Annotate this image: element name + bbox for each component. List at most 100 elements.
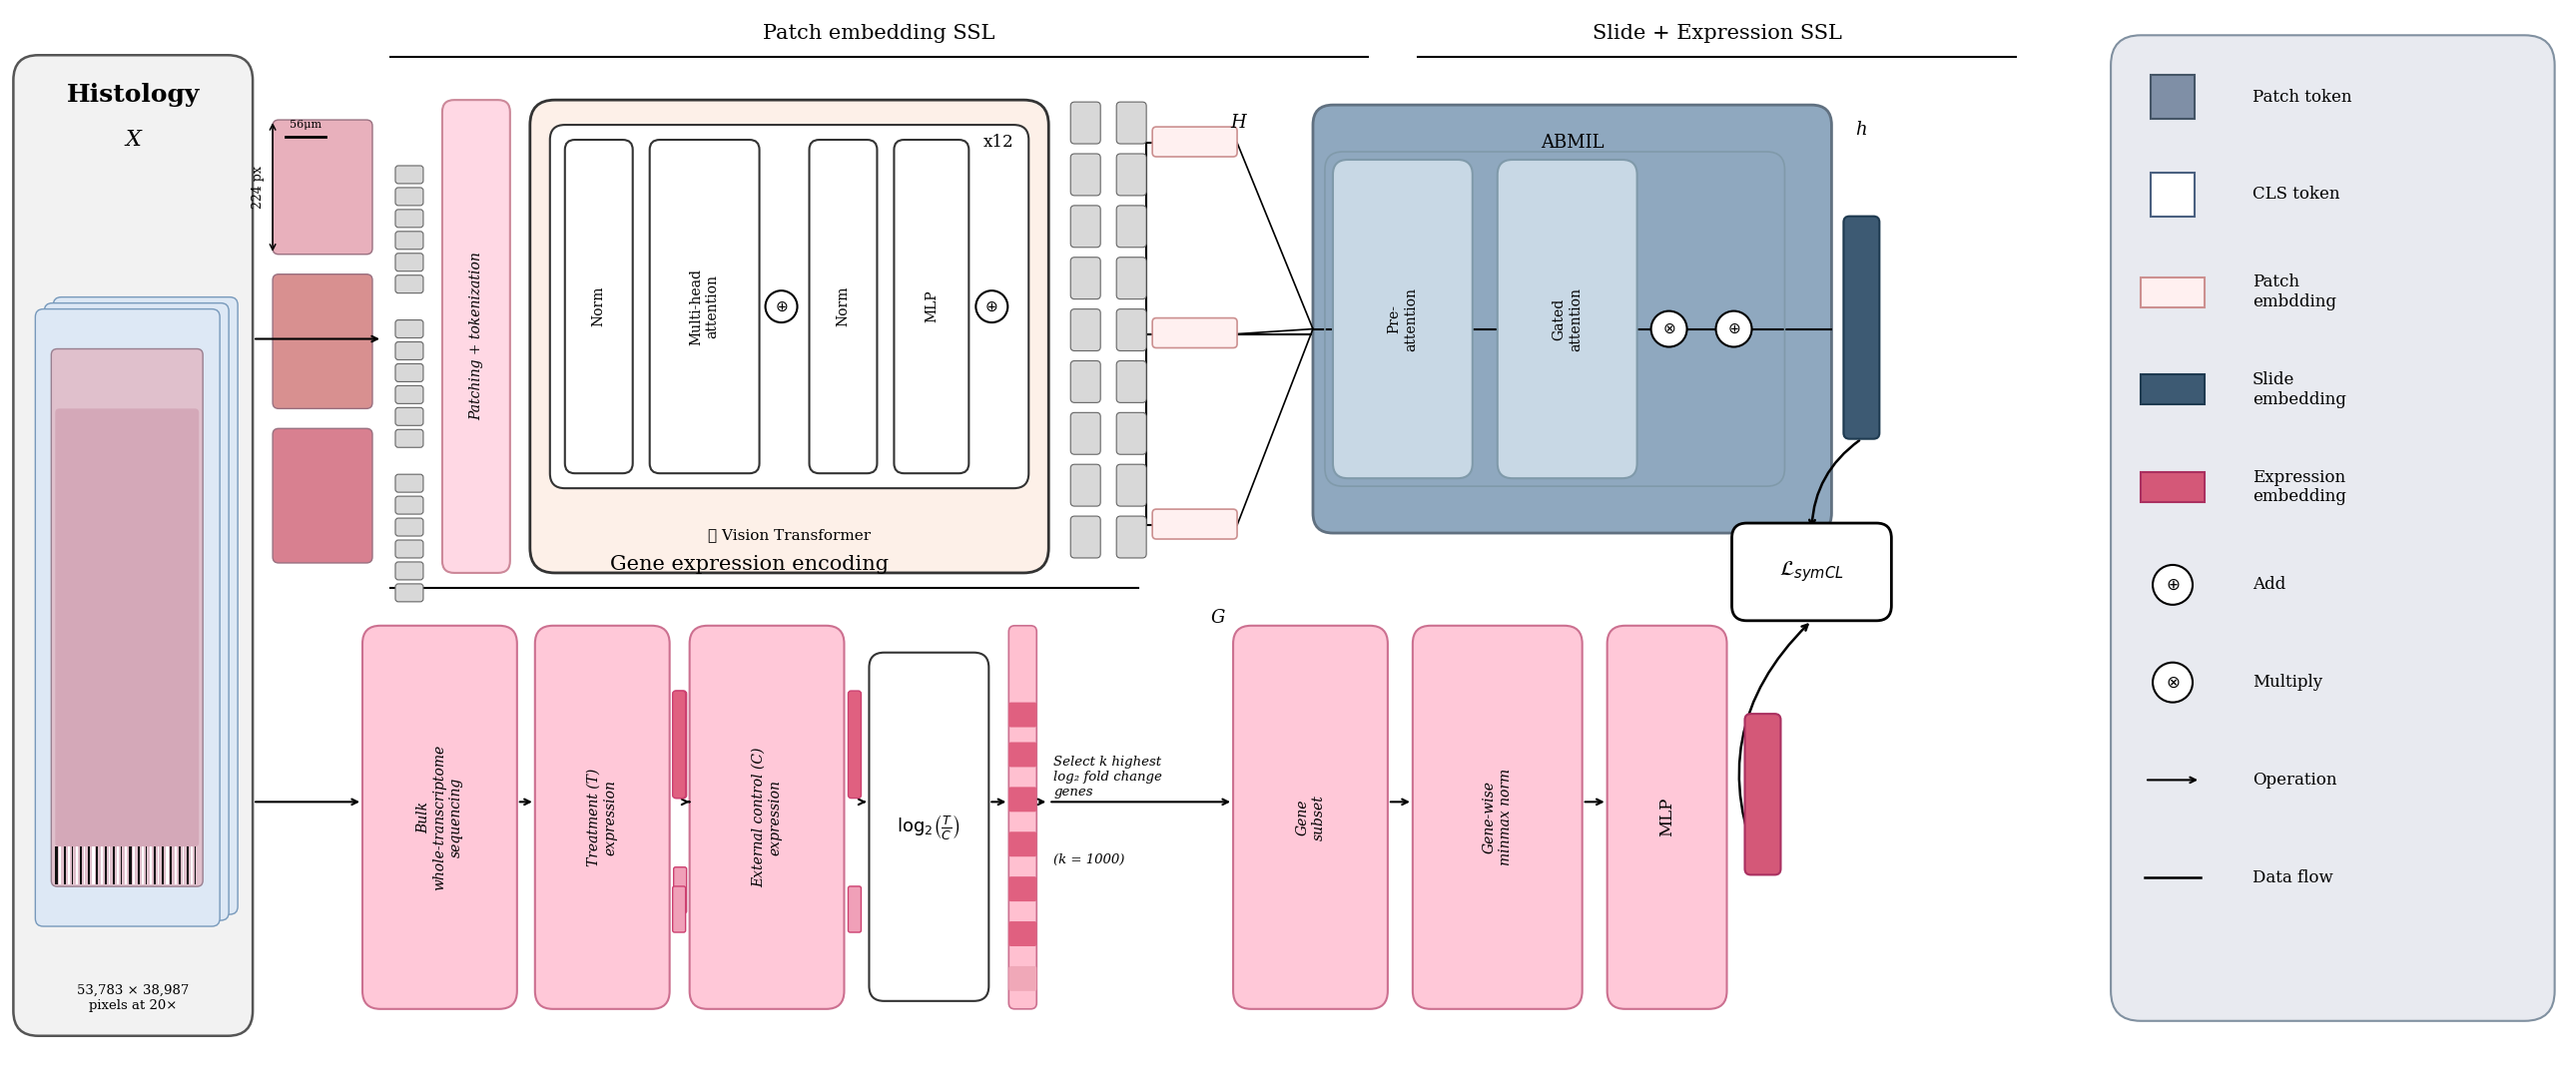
FancyBboxPatch shape [394, 364, 422, 382]
FancyBboxPatch shape [394, 474, 422, 492]
FancyBboxPatch shape [1072, 517, 1100, 558]
Text: h: h [1855, 121, 1868, 139]
FancyBboxPatch shape [394, 166, 422, 183]
FancyBboxPatch shape [1010, 832, 1036, 856]
FancyBboxPatch shape [1072, 413, 1100, 454]
Bar [2151, 173, 2195, 216]
Text: MLP: MLP [925, 290, 938, 323]
FancyBboxPatch shape [1497, 159, 1638, 478]
FancyBboxPatch shape [394, 584, 422, 602]
FancyBboxPatch shape [394, 518, 422, 536]
Text: Expression
embedding: Expression embedding [2251, 468, 2347, 506]
FancyBboxPatch shape [394, 429, 422, 448]
FancyBboxPatch shape [2110, 35, 2555, 1021]
FancyBboxPatch shape [273, 428, 374, 562]
Text: Multi-head
attention: Multi-head attention [690, 269, 719, 345]
FancyBboxPatch shape [394, 541, 422, 558]
FancyBboxPatch shape [1151, 318, 1236, 348]
Text: Patch
embdding: Patch embdding [2251, 274, 2336, 310]
FancyBboxPatch shape [1314, 105, 1832, 533]
FancyBboxPatch shape [672, 691, 685, 798]
Text: 224 px: 224 px [252, 166, 265, 209]
Circle shape [1651, 311, 1687, 347]
FancyBboxPatch shape [672, 691, 688, 798]
FancyBboxPatch shape [394, 275, 422, 293]
FancyBboxPatch shape [1115, 205, 1146, 247]
FancyBboxPatch shape [54, 408, 198, 846]
FancyBboxPatch shape [1115, 102, 1146, 144]
Circle shape [1716, 311, 1752, 347]
FancyBboxPatch shape [394, 407, 422, 426]
FancyBboxPatch shape [1151, 509, 1236, 539]
Text: Pre-
attention: Pre- attention [1388, 287, 1417, 351]
Text: Gene-wise
minmax norm: Gene-wise minmax norm [1481, 769, 1512, 866]
FancyBboxPatch shape [1115, 309, 1146, 351]
Bar [2141, 375, 2205, 405]
FancyBboxPatch shape [1072, 360, 1100, 403]
FancyBboxPatch shape [848, 691, 860, 798]
FancyBboxPatch shape [1115, 464, 1146, 507]
FancyBboxPatch shape [44, 304, 229, 921]
FancyBboxPatch shape [1844, 216, 1880, 439]
FancyBboxPatch shape [13, 56, 252, 1036]
FancyBboxPatch shape [273, 274, 374, 408]
Text: Treatment (T)
expression: Treatment (T) expression [587, 769, 618, 866]
FancyBboxPatch shape [394, 320, 422, 337]
FancyBboxPatch shape [1010, 626, 1036, 1009]
FancyBboxPatch shape [1010, 702, 1036, 727]
FancyBboxPatch shape [394, 562, 422, 580]
FancyBboxPatch shape [1072, 258, 1100, 299]
Text: MLP: MLP [1659, 797, 1674, 836]
FancyBboxPatch shape [564, 140, 634, 473]
Text: Operation: Operation [2251, 771, 2336, 788]
FancyBboxPatch shape [1072, 309, 1100, 351]
FancyBboxPatch shape [273, 120, 374, 254]
Text: ⊕: ⊕ [987, 299, 997, 314]
Text: x12: x12 [984, 133, 1015, 151]
FancyBboxPatch shape [1010, 966, 1036, 992]
FancyBboxPatch shape [690, 626, 845, 1009]
Text: Patching + tokenization: Patching + tokenization [469, 252, 484, 420]
Text: Patch token: Patch token [2251, 88, 2352, 106]
FancyBboxPatch shape [1010, 922, 1036, 947]
FancyBboxPatch shape [1010, 743, 1036, 767]
Text: (k = 1000): (k = 1000) [1054, 853, 1126, 866]
Text: ⊕: ⊕ [1728, 321, 1741, 336]
FancyBboxPatch shape [1072, 102, 1100, 144]
Text: $\log_2\!\left(\frac{T}{C}\right)$: $\log_2\!\left(\frac{T}{C}\right)$ [896, 812, 961, 841]
Text: Histology: Histology [67, 83, 198, 107]
FancyBboxPatch shape [443, 100, 510, 573]
FancyBboxPatch shape [894, 140, 969, 473]
Text: CLS token: CLS token [2251, 186, 2339, 203]
Text: H: H [1231, 114, 1247, 132]
Text: ⊗: ⊗ [2166, 674, 2179, 691]
FancyBboxPatch shape [1607, 626, 1726, 1009]
FancyBboxPatch shape [1010, 877, 1036, 901]
Bar [2141, 277, 2205, 307]
FancyBboxPatch shape [394, 385, 422, 404]
FancyBboxPatch shape [36, 309, 219, 926]
FancyBboxPatch shape [531, 100, 1048, 573]
Text: Slide + Expression SSL: Slide + Expression SSL [1592, 24, 1842, 43]
Circle shape [976, 290, 1007, 322]
Text: Gene expression encoding: Gene expression encoding [611, 556, 889, 574]
FancyBboxPatch shape [394, 253, 422, 271]
FancyBboxPatch shape [394, 342, 422, 360]
FancyBboxPatch shape [1010, 787, 1036, 811]
FancyBboxPatch shape [394, 232, 422, 249]
FancyBboxPatch shape [363, 626, 518, 1009]
Text: ⊕: ⊕ [2166, 575, 2179, 594]
Text: ABMIL: ABMIL [1540, 134, 1605, 152]
FancyBboxPatch shape [848, 887, 860, 933]
Text: Gene
subset: Gene subset [1296, 794, 1327, 840]
Text: ⊗: ⊗ [1662, 321, 1674, 336]
FancyBboxPatch shape [1115, 258, 1146, 299]
Text: 🔒 Vision Transformer: 🔒 Vision Transformer [708, 529, 871, 542]
Bar [2151, 75, 2195, 119]
Text: Select k highest
log₂ fold change
genes: Select k highest log₂ fold change genes [1054, 756, 1162, 798]
Text: ⊕: ⊕ [775, 299, 788, 314]
Text: Multiply: Multiply [2251, 674, 2324, 691]
FancyBboxPatch shape [868, 653, 989, 1001]
FancyBboxPatch shape [1234, 626, 1388, 1009]
Text: Bulk
whole-transcriptome
sequencing: Bulk whole-transcriptome sequencing [417, 745, 464, 890]
